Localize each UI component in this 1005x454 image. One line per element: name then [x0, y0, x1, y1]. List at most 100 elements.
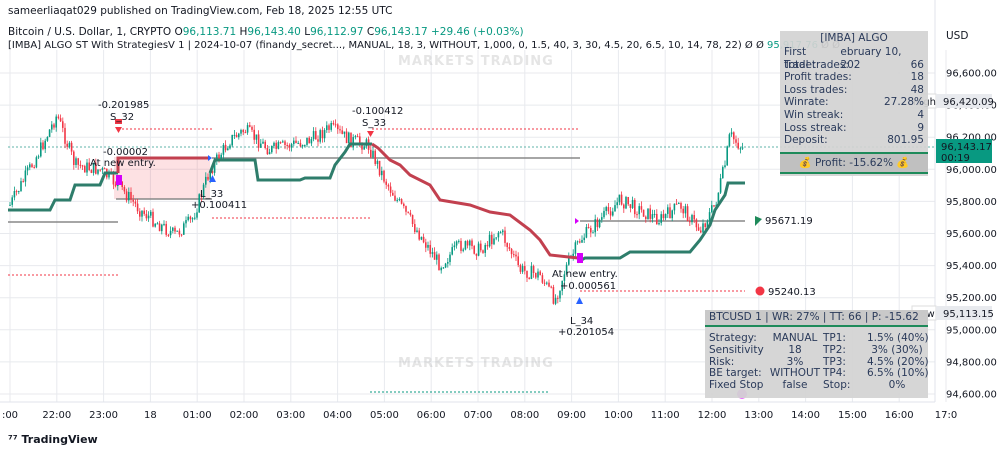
candle-body: [202, 184, 205, 198]
strategy-cell: MANUAL: [772, 332, 818, 344]
candle-body: [40, 142, 42, 157]
candle-body: [623, 204, 625, 209]
candle-body: [330, 123, 332, 130]
algo-row: Total trades: 66: [780, 59, 928, 72]
candle-body: [642, 209, 645, 217]
candle-body: [46, 136, 49, 141]
time-tick: 08:00: [510, 410, 539, 421]
watermark-top: MARKETS TRADING: [398, 54, 554, 69]
candle-body: [108, 172, 110, 178]
candle-body: [328, 125, 330, 130]
candle-body: [361, 143, 363, 150]
candle-body: [735, 139, 737, 143]
algo-row-key: Loss streak:: [784, 121, 847, 134]
candle-body: [198, 194, 200, 213]
time-tick: 05:00: [370, 410, 399, 421]
time-tick: 11:00: [651, 410, 680, 421]
candle-body: [257, 134, 260, 148]
candle-body: [92, 162, 95, 173]
candle-body: [493, 238, 495, 245]
candle-body: [550, 286, 552, 288]
candle-body: [649, 208, 651, 219]
candle-body: [473, 245, 475, 254]
tradingview-logo[interactable]: ⁷⁷ TradingView: [8, 433, 98, 446]
entry-marker-icon: [116, 175, 122, 185]
algo-row: Loss streak: 9: [780, 122, 928, 135]
candle-body: [653, 213, 656, 215]
candle-body: [88, 162, 90, 171]
candle-body: [444, 263, 447, 268]
candle-body: [33, 167, 35, 169]
candle-body: [147, 215, 150, 219]
candle-body: [18, 191, 20, 193]
algo-stats-panel: [IMBA] ALGO First trade: ebruary 10, 202 T…: [780, 31, 928, 176]
candle-body: [537, 271, 539, 278]
candle-body: [141, 210, 143, 217]
candle-body: [22, 181, 24, 183]
candle-body: [460, 240, 462, 251]
candle-body: [227, 148, 229, 151]
time-tick: 14:00: [791, 410, 820, 421]
candle-body: [315, 131, 317, 140]
supertrend-up: [208, 142, 372, 182]
candle-body: [634, 199, 636, 215]
candle-body: [165, 223, 167, 235]
l34-value: +0.201054: [558, 327, 614, 338]
candle-body: [235, 134, 238, 138]
candle-body: [546, 282, 548, 284]
candle-body: [504, 230, 506, 243]
strategy-cell: WITHOUT: [769, 367, 821, 380]
candle-body: [572, 253, 574, 256]
candle-body: [416, 230, 418, 232]
candle-body: [669, 207, 671, 219]
candle-body: [451, 247, 453, 255]
candle-body: [625, 196, 627, 209]
candle-body: [396, 199, 398, 201]
candle-body: [673, 203, 676, 211]
candle-body: [372, 150, 374, 158]
strategy-cell: TP3:: [823, 355, 846, 368]
candle-body: [499, 232, 502, 234]
take-profit-icon: [755, 216, 762, 226]
price-tick: 96,000.00: [946, 165, 997, 176]
candle-body: [57, 116, 60, 119]
candle-body: [143, 210, 145, 214]
candle-body: [711, 205, 713, 213]
candle-body: [453, 245, 456, 248]
candle-body: [409, 212, 412, 215]
candle-body: [79, 164, 82, 166]
currency-label[interactable]: USD: [946, 30, 969, 42]
algo-row-value: 18: [910, 71, 924, 84]
candle-body: [125, 191, 128, 201]
symbol-name[interactable]: Bitcoin / U.S. Dollar, 1, CRYPTO: [8, 26, 172, 38]
candle-body: [81, 165, 84, 167]
s33-label: S_33: [362, 118, 386, 129]
candle-body: [271, 145, 273, 153]
algo-row-value: 9: [917, 121, 924, 134]
supertrend-down: [371, 142, 579, 260]
candle-body: [62, 121, 64, 128]
candle-body: [598, 219, 601, 228]
time-tick: 22:00: [42, 410, 71, 421]
high-value: 96,143.40: [247, 26, 301, 38]
candle-body: [508, 247, 511, 249]
l33-value: +0.100411: [191, 200, 247, 211]
candle-body: [152, 211, 154, 227]
candle-body: [339, 129, 341, 131]
money-bag-icon: 💰: [896, 157, 910, 169]
candle-body: [86, 162, 88, 173]
candle-body: [543, 282, 546, 284]
symbol-legend: Bitcoin / U.S. Dollar, 1, CRYPTO O96,113…: [8, 26, 524, 38]
low-value-tag: [936, 306, 992, 320]
candle-body: [183, 223, 185, 235]
candle-body: [737, 142, 739, 149]
indicator-legend[interactable]: [IMBA] ALGO ST With StrategiesV 1 | 2024…: [8, 40, 840, 51]
candle-body: [477, 243, 480, 256]
strategy-cell: TP4:: [823, 367, 846, 380]
candle-body: [568, 256, 570, 265]
candle-body: [306, 137, 308, 145]
candle-body: [180, 234, 183, 236]
time-tick: 09:00: [557, 410, 586, 421]
publish-credit: sameerliaqat029 published on TradingView…: [8, 5, 393, 17]
candle-body: [345, 131, 348, 144]
